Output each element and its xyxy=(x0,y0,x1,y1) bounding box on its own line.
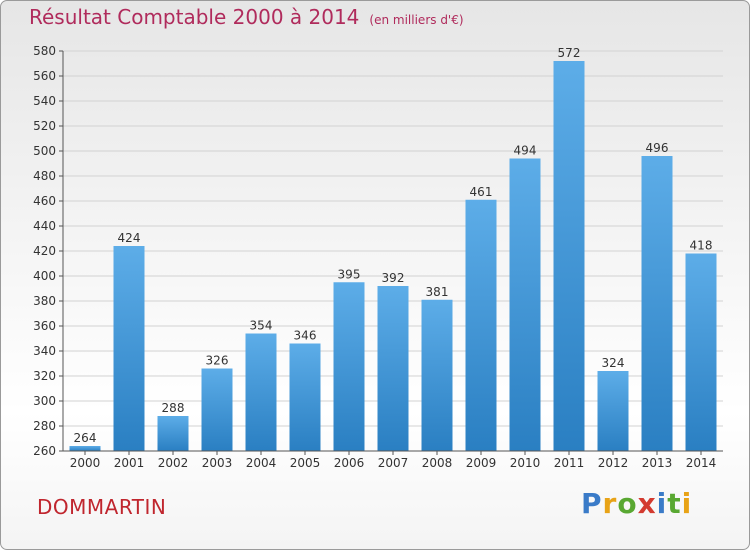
data-label: 461 xyxy=(470,185,493,199)
chart-unit: (en milliers d'€) xyxy=(369,13,464,27)
y-tick-label: 580 xyxy=(33,44,56,58)
y-tick-label: 460 xyxy=(33,194,56,208)
data-label: 496 xyxy=(646,141,669,155)
bar xyxy=(69,446,101,451)
x-tick-label: 2011 xyxy=(554,456,585,470)
y-tick-label: 320 xyxy=(33,369,56,383)
commune-name: DOMMARTIN xyxy=(37,495,167,519)
x-tick-label: 2013 xyxy=(642,456,673,470)
x-tick-label: 2014 xyxy=(686,456,717,470)
logo-letter: t xyxy=(667,487,682,520)
axes: 260 280 300 320 340 360 380 400 420 440 460 480 500 5… xyxy=(33,44,723,470)
bar xyxy=(641,156,673,451)
data-label: 288 xyxy=(162,401,185,415)
bar xyxy=(509,158,541,451)
logo-letter: i xyxy=(656,487,668,520)
bar xyxy=(377,286,409,451)
bar xyxy=(465,199,497,451)
data-label: 346 xyxy=(294,329,317,343)
y-tick-label: 500 xyxy=(33,144,56,158)
x-tick-label: 2006 xyxy=(334,456,365,470)
data-label: 326 xyxy=(206,354,229,368)
x-tick-label: 2007 xyxy=(378,456,409,470)
logo-letter: x xyxy=(637,487,657,520)
y-tick-label: 360 xyxy=(33,319,56,333)
bars: 264 424 288 326 354 346 395 392 381 461 494 572 324 4… xyxy=(69,46,717,451)
y-tick-label: 560 xyxy=(33,69,56,83)
data-label: 324 xyxy=(602,356,625,370)
chart-title: Résultat Comptable 2000 à 2014 (en millie… xyxy=(29,5,464,29)
y-tick-label: 280 xyxy=(33,419,56,433)
y-tick-label: 380 xyxy=(33,294,56,308)
logo-letter: i xyxy=(681,487,693,520)
data-label: 381 xyxy=(426,285,449,299)
data-label: 354 xyxy=(250,319,273,333)
data-label: 424 xyxy=(118,231,141,245)
bar xyxy=(553,61,585,451)
data-label: 395 xyxy=(338,267,361,281)
bar xyxy=(113,246,145,451)
logo-letter: o xyxy=(617,487,638,520)
data-label: 494 xyxy=(514,144,537,158)
y-tick-label: 340 xyxy=(33,344,56,358)
bar xyxy=(201,368,233,451)
data-label: 418 xyxy=(690,239,713,253)
bar xyxy=(245,333,277,451)
y-tick-label: 260 xyxy=(33,444,56,458)
bar xyxy=(289,343,321,451)
y-tick-label: 420 xyxy=(33,244,56,258)
x-tick-label: 2005 xyxy=(290,456,321,470)
x-tick-label: 2010 xyxy=(510,456,541,470)
x-tick-label: 2001 xyxy=(114,456,145,470)
x-tick-label: 2000 xyxy=(70,456,101,470)
data-label: 264 xyxy=(74,431,97,445)
data-label: 392 xyxy=(382,271,405,285)
bar xyxy=(685,253,717,451)
y-tick-label: 400 xyxy=(33,269,56,283)
y-tick-label: 300 xyxy=(33,394,56,408)
y-tick-label: 520 xyxy=(33,119,56,133)
y-tick-label: 440 xyxy=(33,219,56,233)
bar xyxy=(421,299,453,451)
x-tick-label: 2003 xyxy=(202,456,233,470)
bar xyxy=(333,282,365,451)
chart-title-text: Résultat Comptable 2000 à 2014 xyxy=(29,5,360,29)
logo-letter: P xyxy=(581,487,603,520)
x-tick-label: 2012 xyxy=(598,456,629,470)
proxiti-logo: Proxiti xyxy=(581,487,692,520)
x-tick-label: 2004 xyxy=(246,456,277,470)
y-tick-label: 540 xyxy=(33,94,56,108)
logo-letter: r xyxy=(602,487,618,520)
bar xyxy=(597,371,629,451)
x-tick-label: 2008 xyxy=(422,456,453,470)
x-tick-label: 2009 xyxy=(466,456,497,470)
x-tick-label: 2002 xyxy=(158,456,189,470)
bar xyxy=(157,416,189,451)
y-tick-label: 480 xyxy=(33,169,56,183)
data-label: 572 xyxy=(558,46,581,60)
